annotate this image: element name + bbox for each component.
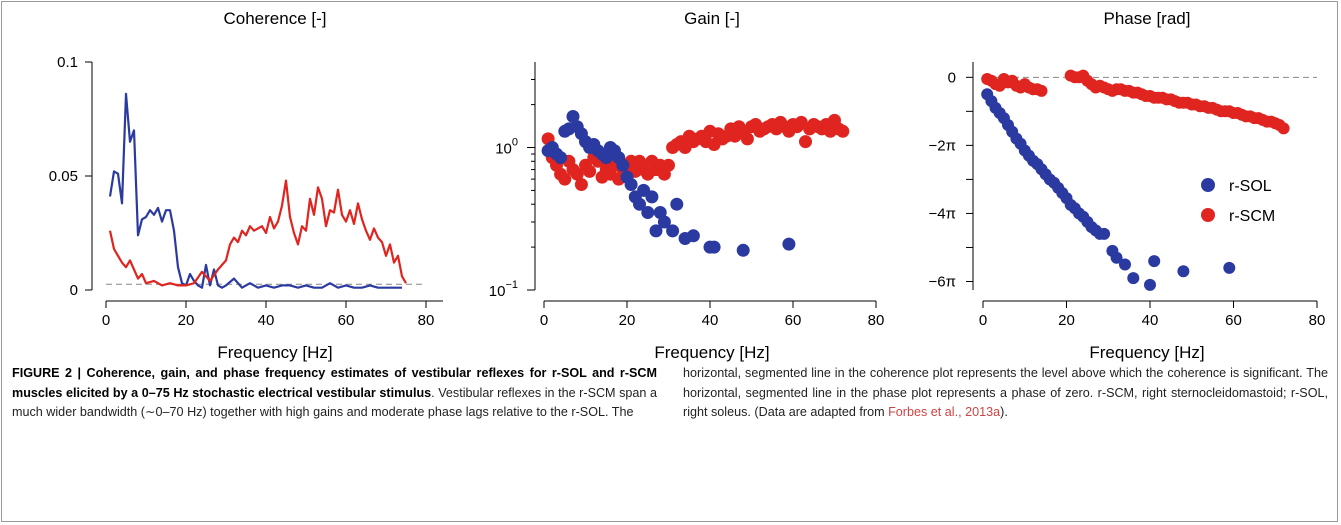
x-tick-label: 40 <box>1142 312 1159 329</box>
point-r-sol <box>554 151 568 165</box>
x-tick-label: 0 <box>979 312 987 329</box>
phase-y-ticks: 0 −2π −4π −6π <box>929 69 973 290</box>
point-r-scm <box>558 172 572 186</box>
y-tick-label: −2π <box>929 137 956 154</box>
point-r-scm <box>1277 122 1290 135</box>
point-r-sol <box>782 237 796 251</box>
point-r-sol <box>1223 261 1236 274</box>
x-tick-label: 0 <box>540 312 548 329</box>
point-r-sol <box>1127 272 1140 285</box>
legend-marker-r-sol <box>1201 178 1215 192</box>
x-tick-label: 20 <box>178 312 195 329</box>
x-tick-label: 40 <box>702 312 719 329</box>
y-tick-label: 0.1 <box>57 54 78 71</box>
x-tick-label: 80 <box>418 312 435 329</box>
caption-body-left: . Vestibular reflexes in the r-SCM span … <box>12 385 657 420</box>
point-r-scm <box>836 124 850 138</box>
y-tick-label: 10−1 <box>489 279 518 300</box>
point-r-scm <box>583 164 597 178</box>
caption-left-column: FIGURE 2 | Coherence, gain, and phase fr… <box>12 364 657 423</box>
phase-plot-area <box>981 69 1317 291</box>
coherence-x-label: Frequency [Hz] <box>217 343 332 362</box>
figure-charts: Coherence [-] 0 0.05 0.1 0 20 40 60 80 Frequen… <box>49 9 1326 362</box>
point-r-sol <box>670 197 684 211</box>
point-r-scm <box>574 178 588 191</box>
point-r-scm <box>570 167 584 181</box>
y-tick-label: 0 <box>70 282 78 299</box>
x-tick-label: 20 <box>619 312 636 329</box>
y-tick-label: −6π <box>929 273 956 290</box>
point-r-scm <box>740 132 754 146</box>
x-tick-label: 40 <box>258 312 275 329</box>
point-r-sol <box>686 229 700 243</box>
x-tick-label: 60 <box>1225 312 1242 329</box>
phase-legend: r-SOL r-SCM <box>1201 178 1275 225</box>
figure-caption: FIGURE 2 | Coherence, gain, and phase fr… <box>12 364 1328 423</box>
gain-y-ticks: 100 10−1 <box>489 79 535 300</box>
phase-x-ticks: 0 20 40 60 80 <box>979 301 1326 329</box>
gain-x-ticks: 0 20 40 60 80 <box>540 301 885 329</box>
point-r-scm <box>662 158 675 172</box>
caption-body-right: horizontal, segmented line in the cohere… <box>683 366 1328 419</box>
point-r-sol <box>645 190 659 204</box>
point-r-sol <box>633 197 646 211</box>
legend-label-r-scm: r-SCM <box>1229 208 1275 225</box>
coherence-plot-area <box>106 92 426 289</box>
point-r-sol <box>616 158 630 172</box>
legend-label-r-sol: r-SOL <box>1229 178 1272 195</box>
coherence-y-ticks: 0 0.05 0.1 <box>49 54 92 299</box>
point-r-sol <box>624 178 638 191</box>
x-tick-label: 0 <box>102 312 110 329</box>
gain-title: Gain [-] <box>684 9 740 28</box>
phase-x-label: Frequency [Hz] <box>1089 343 1204 362</box>
phase-title: Phase [rad] <box>1104 9 1191 28</box>
point-r-sol <box>566 110 580 123</box>
point-r-sol <box>1110 251 1123 264</box>
coherence-title: Coherence [-] <box>224 9 327 28</box>
coherence-x-ticks: 0 20 40 60 80 <box>102 301 435 329</box>
y-tick-label: 100 <box>495 137 518 158</box>
y-tick-label: 0 <box>948 69 956 86</box>
gain-panel: Gain [-] 100 10−1 0 20 40 60 80 Frequency [Hz… <box>489 9 885 362</box>
point-r-sol <box>707 240 721 254</box>
caption-reference-link[interactable]: Forbes et al., 2013a <box>888 405 1001 419</box>
point-r-sol <box>1148 255 1161 268</box>
gain-plot-area <box>541 110 850 257</box>
caption-tail: ). <box>1000 405 1008 419</box>
x-tick-label: 60 <box>338 312 355 329</box>
point-r-sol <box>1119 258 1131 271</box>
point-r-sol <box>657 215 671 229</box>
series-line-r-scm <box>108 179 407 287</box>
x-tick-label: 80 <box>868 312 885 329</box>
point-r-scm <box>1035 84 1048 97</box>
point-r-sol <box>1098 227 1111 240</box>
phase-panel: Phase [rad] 0 −2π −4π −6π 0 20 40 60 80 r-SOL r… <box>929 9 1326 362</box>
point-r-sol <box>641 206 655 219</box>
coherence-panel: Coherence [-] 0 0.05 0.1 0 20 40 60 80 Frequen… <box>49 9 443 362</box>
series-line-r-sol <box>108 92 402 289</box>
y-tick-label: 0.05 <box>49 168 78 185</box>
caption-right-column: horizontal, segmented line in the cohere… <box>683 364 1328 423</box>
point-r-scm <box>799 135 812 149</box>
point-r-sol <box>736 243 750 257</box>
legend-marker-r-scm <box>1201 208 1215 222</box>
point-r-sol <box>1144 278 1156 291</box>
caption-lead: FIGURE 2 | Coherence, gain, and phase fr… <box>12 366 657 400</box>
x-tick-label: 20 <box>1058 312 1075 329</box>
point-r-sol <box>666 224 680 238</box>
x-tick-label: 80 <box>1309 312 1326 329</box>
gain-x-label: Frequency [Hz] <box>654 343 769 362</box>
point-r-sol <box>1177 265 1190 278</box>
x-tick-label: 60 <box>785 312 802 329</box>
point-r-sol <box>649 224 663 238</box>
y-tick-label: −4π <box>929 205 956 222</box>
